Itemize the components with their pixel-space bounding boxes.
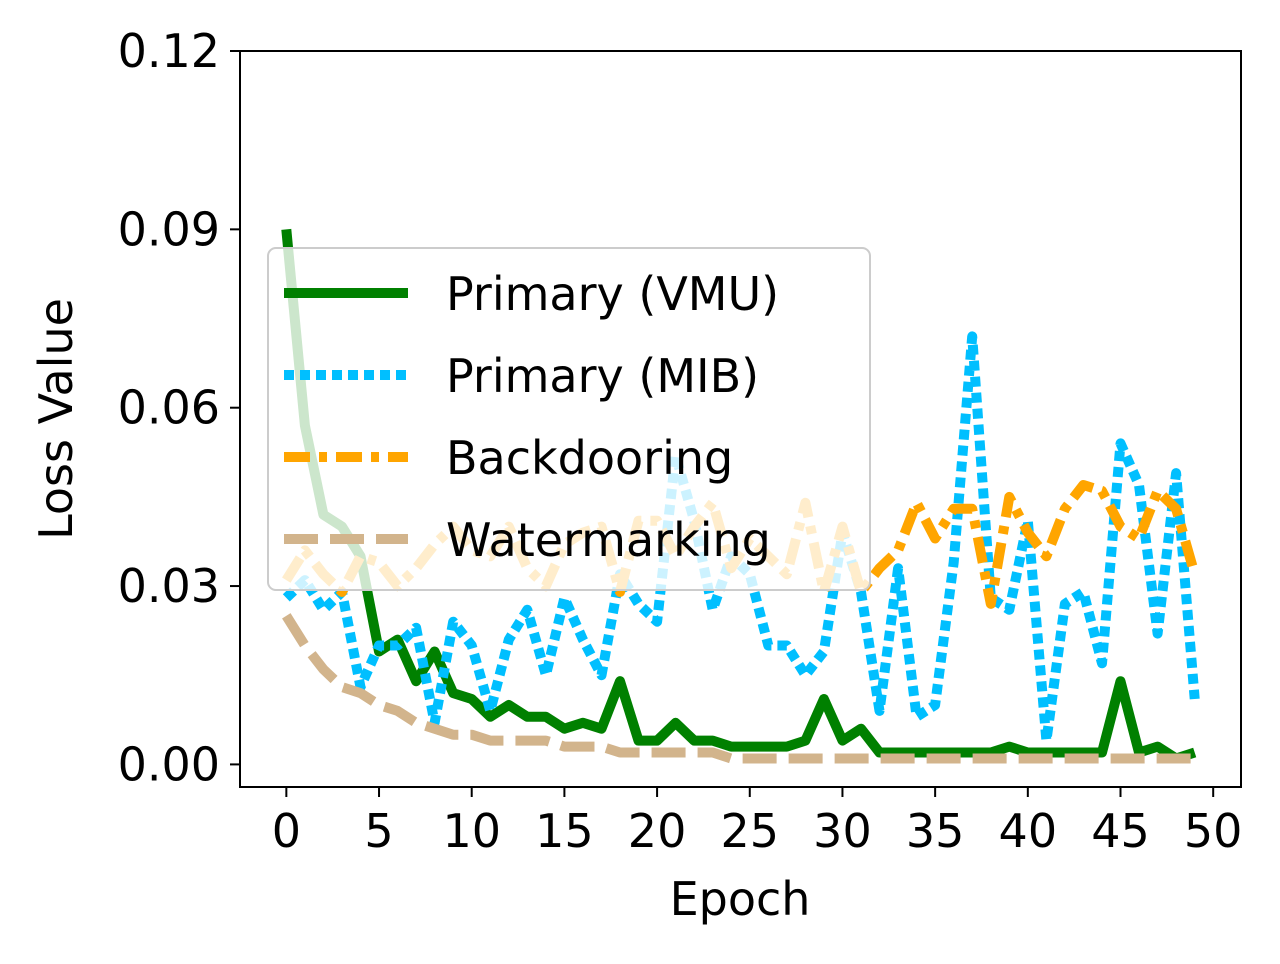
legend-label: Primary (MIB) [446, 349, 759, 403]
x-tick-label: 15 [535, 804, 594, 858]
y-tick-label: 0.12 [118, 24, 220, 78]
x-tick-label: 20 [628, 804, 687, 858]
x-axis-label: Epoch [670, 872, 811, 926]
x-tick-label: 35 [906, 804, 965, 858]
x-tick-label: 40 [999, 804, 1058, 858]
legend-label: Watermarking [446, 513, 771, 567]
x-tick-label: 10 [442, 804, 501, 858]
y-axis: 0.00 0.03 0.06 0.09 0.12 [118, 24, 240, 791]
x-tick-label: 25 [720, 804, 779, 858]
legend: Primary (VMU) Primary (MIB) Backdooring Wat… [267, 247, 871, 591]
y-axis-label: Loss Value [29, 298, 83, 540]
y-tick-label: 0.03 [118, 559, 220, 613]
legend-label: Primary (VMU) [446, 267, 779, 321]
y-tick-label: 0.06 [118, 381, 220, 435]
x-tick-label: 45 [1091, 804, 1150, 858]
x-tick-label: 30 [813, 804, 872, 858]
plot-border [239, 50, 1242, 788]
plot-frame [239, 50, 1242, 788]
y-tick-label: 0.09 [118, 202, 220, 256]
series-line-1 [281, 228, 1197, 764]
x-axis: 0 5 10 15 20 25 30 35 40 45 50 [272, 787, 1243, 858]
x-tick-label: 0 [272, 804, 301, 858]
x-tick-label: 5 [364, 804, 393, 858]
legend-label: Backdooring [446, 431, 733, 485]
legend-box [267, 247, 871, 591]
y-tick-label: 0.00 [118, 737, 220, 791]
x-tick-label: 50 [1184, 804, 1243, 858]
series-line-4 [282, 613, 1195, 764]
